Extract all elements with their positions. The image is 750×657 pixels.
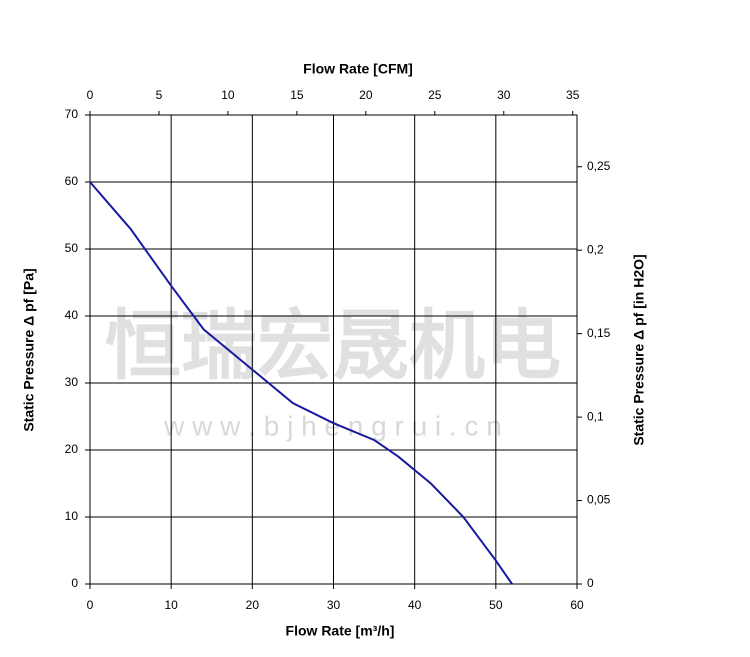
- data-line: [89, 181, 513, 585]
- y-tick-label: 40: [65, 308, 79, 322]
- x-tick-label: 60: [570, 598, 584, 612]
- x-axis-label: Flow Rate [m³/h]: [286, 623, 395, 639]
- y-tick-label: 10: [65, 509, 79, 523]
- x-tick-label: 10: [164, 598, 178, 612]
- x2-tick-label: 5: [156, 88, 163, 102]
- y-tick-label: 50: [65, 241, 79, 255]
- y2-tick-label: 0,1: [587, 409, 604, 423]
- x2-tick-label: 35: [566, 88, 580, 102]
- x2-tick-label: 0: [87, 88, 94, 102]
- y-axis-label: Static Pressure Δ pf [Pa]: [21, 268, 37, 431]
- y-tick-label: 0: [71, 576, 78, 590]
- y2-axis-label: Static Pressure Δ pf [in H2O]: [631, 254, 647, 445]
- y-tick-label: 70: [65, 107, 79, 121]
- y2-tick-label: 0,25: [587, 159, 611, 173]
- x2-tick-label: 25: [428, 88, 442, 102]
- y2-tick-label: 0,05: [587, 493, 611, 507]
- x2-axis-label: Flow Rate [CFM]: [303, 61, 413, 77]
- x-tick-label: 50: [489, 598, 503, 612]
- x-tick-label: 0: [87, 598, 94, 612]
- x2-tick-label: 15: [290, 88, 304, 102]
- x-tick-label: 20: [246, 598, 260, 612]
- x2-tick-label: 30: [497, 88, 511, 102]
- x2-tick-label: 10: [221, 88, 235, 102]
- x2-tick-label: 20: [359, 88, 373, 102]
- y-tick-label: 60: [65, 174, 79, 188]
- x-tick-label: 40: [408, 598, 422, 612]
- y-tick-label: 30: [65, 375, 79, 389]
- y2-tick-label: 0,15: [587, 326, 611, 340]
- y-tick-label: 20: [65, 442, 79, 456]
- y2-tick-label: 0: [587, 576, 594, 590]
- x-tick-label: 30: [327, 598, 341, 612]
- y2-tick-label: 0,2: [587, 242, 604, 256]
- watermark: w w w . b j h e n g r u i . c n: [163, 410, 502, 441]
